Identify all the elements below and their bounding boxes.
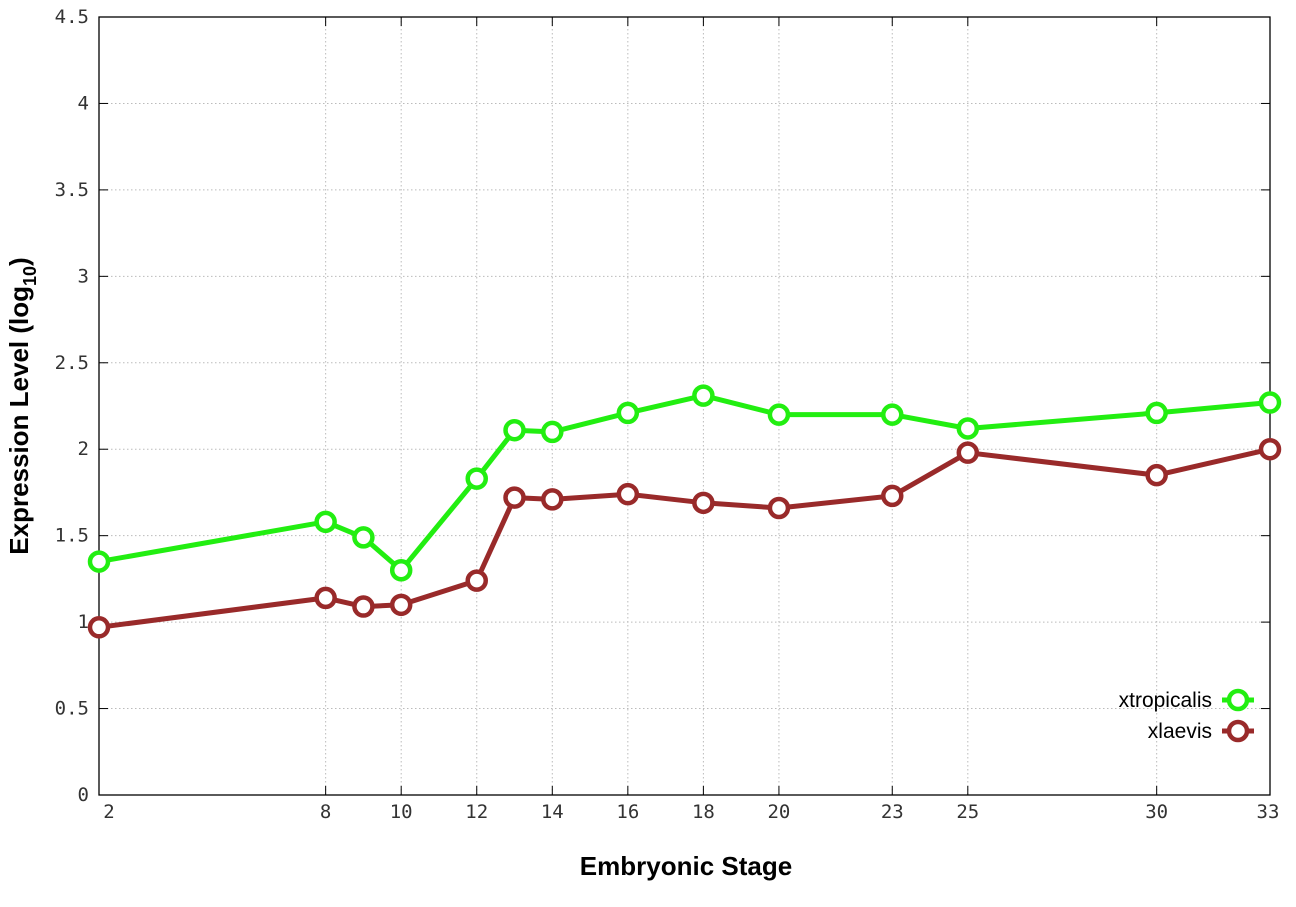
data-point-xlaevis bbox=[503, 486, 526, 509]
data-point-xtropicalis bbox=[541, 420, 564, 444]
y-axis-title-subscript: 10 bbox=[20, 266, 40, 286]
data-point-xlaevis bbox=[389, 593, 413, 617]
data-point-xlaevis bbox=[767, 496, 791, 520]
data-point-xtropicalis bbox=[692, 384, 715, 407]
data-point-xtropicalis bbox=[465, 467, 488, 490]
y-tick-label: 2.5 bbox=[55, 352, 89, 374]
y-tick-label: 0 bbox=[78, 784, 89, 806]
y-tick-label: 4 bbox=[78, 92, 89, 114]
legend-label-xtropicalis: xtropicalis bbox=[1119, 689, 1212, 712]
data-point-xtropicalis bbox=[1145, 401, 1168, 425]
data-point-xlaevis bbox=[956, 441, 980, 464]
y-tick-label: 2 bbox=[78, 438, 89, 460]
data-point-xlaevis bbox=[881, 484, 904, 508]
x-tick-label: 33 bbox=[1257, 801, 1280, 823]
x-tick-label: 25 bbox=[956, 801, 979, 823]
data-point-xlaevis bbox=[465, 569, 488, 592]
legend-label-xlaevis: xlaevis bbox=[1148, 720, 1212, 743]
data-point-xtropicalis bbox=[314, 510, 337, 534]
data-point-xtropicalis bbox=[767, 403, 791, 426]
legend: xtropicalis xlaevis bbox=[1119, 688, 1254, 743]
series-layer bbox=[87, 384, 1282, 639]
data-point-xlaevis bbox=[1258, 437, 1282, 461]
data-point-xtropicalis bbox=[881, 403, 904, 426]
y-tick-label: 1.5 bbox=[55, 525, 89, 547]
series-line-xlaevis bbox=[98, 446, 1271, 630]
data-point-xlaevis bbox=[314, 586, 337, 610]
y-tick-label: 3 bbox=[78, 265, 89, 287]
data-point-xtropicalis bbox=[616, 401, 640, 425]
x-tick-label: 16 bbox=[616, 801, 639, 823]
x-tick-label: 23 bbox=[881, 801, 904, 823]
y-tick-label: 4.5 bbox=[55, 6, 89, 28]
y-tick-label: 1 bbox=[78, 611, 89, 633]
x-tick-label: 10 bbox=[390, 801, 413, 823]
y-axis-title-main: Expression Level (log bbox=[4, 286, 34, 555]
x-tick-label: 14 bbox=[541, 801, 564, 823]
plot-frame bbox=[98, 16, 1271, 796]
axis-ticks: 0 0.5 1 1.5 2 2.5 3 3.5 4 4.5 2 8 10 12 14 16 18 20 23 25 30… bbox=[55, 6, 1280, 823]
y-axis-title: Expression Level (log10) bbox=[4, 257, 40, 554]
legend-marker-xlaevis bbox=[1226, 719, 1250, 743]
data-point-xtropicalis bbox=[503, 418, 526, 442]
x-axis-title: Embryonic Stage bbox=[580, 851, 792, 881]
x-tick-label: 20 bbox=[767, 801, 790, 823]
x-tick-label: 18 bbox=[692, 801, 715, 823]
data-point-xtropicalis bbox=[352, 526, 375, 549]
y-axis-title-close: ) bbox=[4, 257, 34, 266]
y-tick-label: 3.5 bbox=[55, 179, 89, 201]
x-tick-label: 12 bbox=[465, 801, 488, 823]
data-point-xtropicalis bbox=[956, 417, 980, 440]
data-point-xlaevis bbox=[541, 488, 564, 511]
x-tick-label: 30 bbox=[1145, 801, 1168, 823]
data-point-xlaevis bbox=[87, 616, 111, 639]
data-point-xtropicalis bbox=[87, 550, 111, 573]
data-point-xlaevis bbox=[1145, 463, 1168, 487]
data-point-xtropicalis bbox=[389, 558, 413, 582]
y-tick-label: 0.5 bbox=[55, 698, 89, 720]
x-tick-label: 8 bbox=[320, 801, 331, 823]
data-point-xlaevis bbox=[616, 482, 640, 506]
data-point-xlaevis bbox=[352, 595, 375, 618]
grid-lines bbox=[99, 17, 1270, 795]
series-line-xtropicalis bbox=[98, 393, 1271, 573]
data-point-xtropicalis bbox=[1258, 391, 1282, 414]
x-tick-label: 2 bbox=[103, 801, 114, 823]
data-point-xlaevis bbox=[692, 491, 715, 515]
legend-marker-xtropicalis bbox=[1226, 688, 1250, 712]
